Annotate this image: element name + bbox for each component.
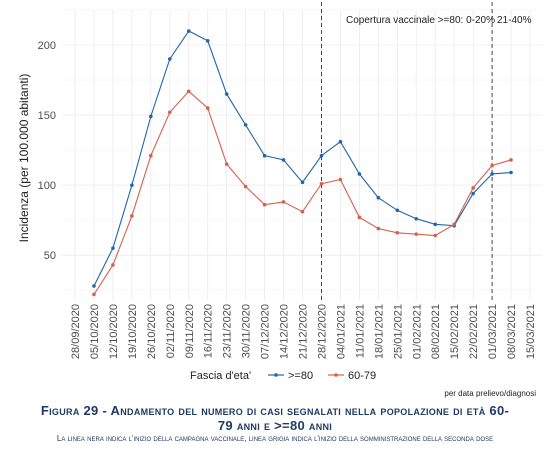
x-tick-label: 15/03/2021 <box>525 304 537 359</box>
data-point <box>490 172 494 176</box>
y-axis-label: Incidenza (per 100.000 abitanti) <box>17 74 31 243</box>
y-tick-label: 50 <box>44 250 56 262</box>
data-point <box>338 177 343 182</box>
data-point <box>357 215 362 220</box>
legend-item-60-79: 60-79 <box>328 370 376 382</box>
data-point <box>452 222 456 227</box>
x-tick-label: 19/10/2020 <box>127 304 139 359</box>
y-tick-label: 200 <box>38 40 56 52</box>
data-point <box>262 202 267 207</box>
series-2 <box>92 89 513 297</box>
line-chart: 50 100 150 200 28/09/2020 05/10/2020 12/10/20… <box>17 2 543 382</box>
data-point <box>167 57 172 61</box>
data-point <box>130 214 134 218</box>
data-point <box>186 29 191 33</box>
data-point <box>92 292 96 297</box>
x-tick-label: 14/12/2020 <box>279 304 291 359</box>
data-point <box>243 184 248 189</box>
x-tick-label: 16/11/2020 <box>203 304 215 358</box>
x-tick-label: 26/10/2020 <box>146 304 158 359</box>
data-point <box>111 263 115 267</box>
data-point <box>395 208 400 213</box>
data-point <box>319 153 324 158</box>
data-point <box>281 200 286 204</box>
data-point <box>433 233 438 238</box>
y-axis-ticks: 50 100 150 200 <box>38 40 56 262</box>
x-tick-label: 30/11/2020 <box>241 304 253 358</box>
x-tick-label: 05/10/2020 <box>89 304 101 359</box>
coverage-annotation-2: 21-40% <box>497 15 532 26</box>
legend-label-80plus: >=80 <box>288 370 313 382</box>
y-tick-label: 100 <box>38 180 56 192</box>
data-point <box>376 226 381 231</box>
data-point <box>205 106 210 110</box>
data-point <box>376 195 381 200</box>
caption-subtitle: La linea nera indica l'inizio della camp… <box>56 434 494 443</box>
x-tick-label: 22/02/2021 <box>468 304 480 359</box>
x-tick-label: 07/12/2020 <box>260 304 272 359</box>
legend: Fascia d'eta' >=80 60-79 <box>190 370 376 382</box>
data-point <box>167 110 172 115</box>
x-tick-label: 21/12/2020 <box>298 304 310 359</box>
data-point <box>471 186 475 190</box>
x-tick-label: 09/11/2020 <box>184 304 196 358</box>
data-point <box>224 92 229 96</box>
x-tick-label: 01/02/2021 <box>411 304 423 359</box>
data-point <box>357 172 362 176</box>
grid-lines <box>62 9 543 300</box>
legend-item-80plus: >=80 <box>268 370 313 382</box>
figure-caption: Figura 29 - Andamento del numero di casi… <box>0 403 550 444</box>
data-point <box>319 181 324 186</box>
data-point <box>300 209 305 214</box>
data-point <box>300 180 305 185</box>
data-point <box>509 158 513 162</box>
caption-title: Figura 29 - Andamento del numero di casi… <box>40 403 510 433</box>
data-point <box>414 232 419 236</box>
y-tick-label: 150 <box>38 110 56 122</box>
data-note: per data prelievo/diagnosi <box>444 389 536 398</box>
data-point <box>281 158 286 162</box>
data-point <box>262 153 267 158</box>
x-tick-label: 08/02/2021 <box>430 304 442 359</box>
data-point <box>224 162 229 166</box>
data-point <box>130 183 134 187</box>
x-tick-label: 25/01/2021 <box>392 304 404 359</box>
x-tick-label: 23/11/2020 <box>222 304 234 358</box>
x-tick-label: 28/09/2020 <box>70 304 82 359</box>
data-point <box>490 163 494 168</box>
legend-label-60-79: 60-79 <box>348 370 376 382</box>
x-tick-label: 28/12/2020 <box>316 304 328 359</box>
data-point <box>186 89 191 94</box>
data-point <box>149 114 153 119</box>
data-point <box>92 284 96 288</box>
x-tick-label: 12/10/2020 <box>108 304 120 359</box>
x-tick-label: 01/03/2021 <box>487 304 499 359</box>
x-tick-label: 04/01/2021 <box>335 304 347 359</box>
data-point <box>509 170 513 175</box>
data-point <box>338 139 343 144</box>
legend-title: Fascia d'eta' <box>190 370 251 382</box>
x-axis-ticks: 28/09/2020 05/10/2020 12/10/2020 19/10/2020… <box>70 304 537 359</box>
x-tick-label: 08/03/2021 <box>506 304 518 359</box>
data-point <box>243 123 248 127</box>
data-point <box>149 153 153 158</box>
series-group <box>92 29 513 297</box>
data-point <box>111 246 115 250</box>
vaccination-lines <box>321 2 493 302</box>
x-tick-label: 02/11/2020 <box>165 304 177 358</box>
data-point <box>471 191 475 196</box>
coverage-annotation-1: Copertura vaccinale >=80: 0-20% <box>346 15 495 26</box>
data-point <box>205 39 210 43</box>
data-point <box>395 230 400 235</box>
data-point <box>433 222 438 227</box>
x-tick-label: 18/01/2021 <box>373 304 385 359</box>
data-point <box>414 216 419 221</box>
x-tick-label: 11/01/2021 <box>354 304 366 358</box>
series-1 <box>92 29 513 288</box>
x-tick-label: 15/02/2021 <box>449 304 461 359</box>
